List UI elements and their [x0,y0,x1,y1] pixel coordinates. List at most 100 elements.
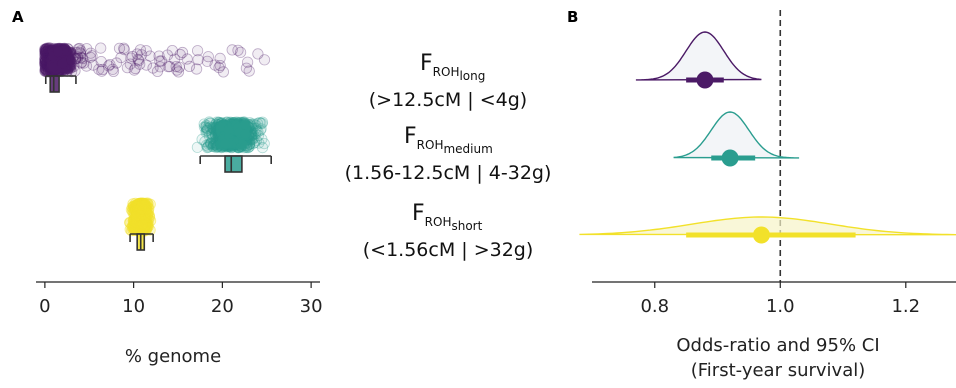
point-medium [215,136,227,148]
point-long [42,44,54,56]
point-medium [226,126,238,138]
density-long [635,31,762,81]
point-core-long [49,49,60,60]
point-long [49,54,61,66]
point-long [134,44,146,56]
point-long [140,59,152,71]
point-medium [228,118,240,130]
point-long [60,47,72,60]
point-long [51,58,64,70]
point-medium [249,128,261,140]
point-long [243,65,255,77]
point-long [60,54,72,66]
point-long [55,49,67,61]
point-long [52,51,64,63]
point-medium [238,133,250,145]
point-long [77,52,89,65]
point-medium [217,119,229,132]
point-long [51,55,64,67]
point-long [39,45,51,57]
point-medium [228,129,240,141]
point-medium [222,139,234,151]
point-long [166,44,178,57]
point-long [57,59,69,72]
point-core-long [60,47,70,57]
point-core-long [47,45,58,55]
point-long [40,50,52,62]
point-long [169,53,181,65]
point-long [140,45,152,57]
point-medium [243,121,255,134]
point-long [48,63,61,75]
point-medium [215,134,227,146]
point-medium [237,132,249,144]
point-long [41,50,53,63]
point-medium [230,119,242,132]
point-long [49,46,61,58]
category-long-subsub: long [459,69,485,83]
point-medium [212,121,224,133]
point-medium [241,120,253,132]
point-long [44,61,56,73]
point-long [55,52,68,65]
point-medium [206,128,218,140]
point-medium [232,130,244,142]
point-long [96,65,108,77]
point-medium [224,138,237,150]
point-medium [207,122,219,134]
point-long [41,46,53,58]
point-medium [230,118,242,130]
point-core-long [48,59,59,70]
point-long [153,50,165,62]
point-long [107,63,119,75]
point-long [50,54,63,66]
point-medium [225,123,237,136]
point-medium [221,116,233,128]
point-core-long [66,55,76,66]
point-long [60,59,72,72]
point-long [49,48,62,60]
point-medium [220,121,232,134]
point-long [53,62,66,75]
point-medium [225,134,238,146]
point-long [46,44,58,56]
point-long [45,49,57,61]
point-long [46,54,58,66]
point-long [56,50,68,63]
point-medium [228,135,240,147]
panel-b-x-label: Odds-ratio and 95% CI [676,335,879,356]
point-medium [226,134,238,146]
point-long [49,45,61,57]
point-long [51,52,63,64]
point-long [47,49,59,61]
point-long [226,44,238,56]
point-core-long [55,62,66,73]
point-medium [225,130,237,143]
point-medium [216,122,228,134]
point-medium [219,141,231,153]
point-long [45,46,58,58]
point-medium [232,119,244,132]
point-medium [228,116,240,129]
point-medium [211,137,223,150]
point-long [54,47,67,59]
point-medium [232,142,244,154]
point-medium [231,116,243,128]
point-long [52,50,64,63]
point-medium [227,134,239,146]
point-long [41,42,53,54]
point-medium [240,123,252,135]
point-medium [220,124,232,136]
point-medium [230,122,242,134]
point-long [46,59,58,71]
point-medium [228,139,240,151]
point-medium [234,140,246,152]
point-medium [234,125,246,137]
point-core-long [60,47,70,58]
point-medium [236,131,248,144]
point-medium [210,124,223,136]
point-medium [234,136,246,148]
point-medium [223,128,235,140]
point-long [46,49,58,62]
point-long [57,44,70,57]
